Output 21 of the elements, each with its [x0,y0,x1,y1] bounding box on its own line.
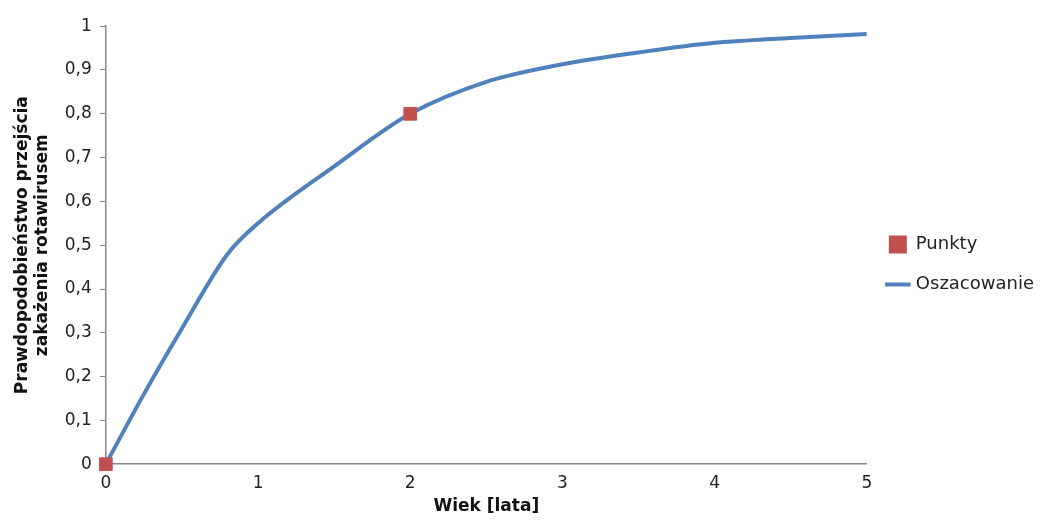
x-tick-label: 5 [861,471,873,492]
x-tick-label: 3 [557,471,568,492]
y-tick-label: 0,8 [64,102,92,123]
x-tick-label: 2 [404,471,416,492]
legend-label: Oszacowanie [915,272,1034,294]
x-tick-label: 0 [100,471,112,492]
x-tick-label: 1 [252,471,264,492]
y-tick-label: 0,1 [64,408,92,429]
y-tick-label: 0,3 [64,321,92,342]
y-axis-title: Prawdopodobieństwo przejścia zakażenia rotawirusem [10,96,52,395]
legend-label: Punkty [915,232,978,254]
y-tick-label: 1 [81,14,92,35]
y-tick-label: 0,2 [64,365,92,386]
y-tick-label: 0,7 [64,146,92,167]
x-tick-label: 4 [709,471,721,492]
x-axis-title: Wiek [lata] [433,495,540,516]
y-tick-label: 0,9 [64,58,92,79]
y-tick-label: 0 [81,452,92,473]
y-tick-label: 0,4 [64,277,92,298]
y-tick-label: 0,6 [64,189,92,210]
y-tick-label: 0,5 [64,233,92,254]
